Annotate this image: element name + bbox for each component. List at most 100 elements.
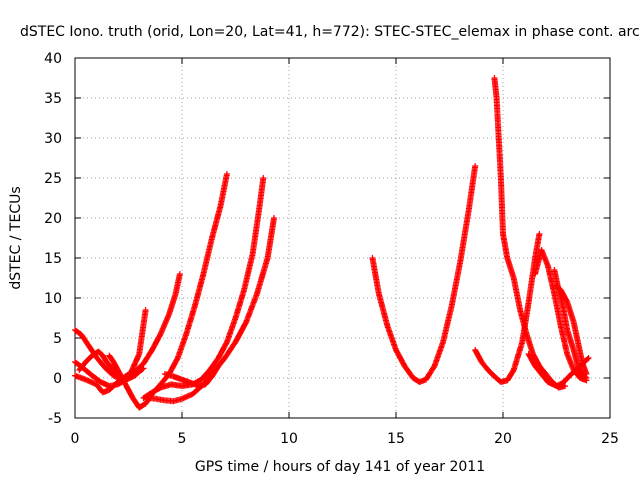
data-point-markers xyxy=(172,271,183,297)
data-point-markers xyxy=(253,256,271,297)
data-point-markers xyxy=(82,353,95,365)
data-series xyxy=(491,75,569,391)
data-point-markers xyxy=(206,356,221,373)
data-point-markers xyxy=(217,171,230,209)
data-series xyxy=(553,283,590,377)
data-point-markers xyxy=(465,163,479,213)
data-point-markers xyxy=(223,316,238,345)
data-point-markers xyxy=(393,347,407,368)
data-point-markers xyxy=(99,352,110,365)
data-point-markers xyxy=(500,231,511,260)
data-point-markers xyxy=(497,175,506,236)
data-point-markers xyxy=(570,347,581,368)
data-point-markers xyxy=(149,332,163,353)
data-point-markers xyxy=(532,231,543,261)
data-point-markers xyxy=(401,363,416,380)
data-point-markers xyxy=(579,359,590,377)
data-point-markers xyxy=(140,348,155,367)
data-point-markers xyxy=(110,359,123,376)
data-point-markers xyxy=(532,363,544,376)
data-point-markers xyxy=(557,323,570,356)
data-point-markers xyxy=(157,312,172,337)
data-series xyxy=(140,175,267,401)
data-point-markers xyxy=(72,327,84,337)
data-point-markers xyxy=(110,367,121,380)
data-point-markers xyxy=(200,236,215,277)
data-point-markers xyxy=(510,275,523,312)
data-point-markers xyxy=(457,208,472,265)
data-point-markers xyxy=(495,135,504,180)
data-point-markers xyxy=(510,340,525,373)
data-point-markers xyxy=(168,381,184,389)
data-series xyxy=(161,363,222,389)
data-point-markers xyxy=(525,351,538,368)
data-point-markers xyxy=(232,288,247,321)
data-point-markers xyxy=(491,75,500,100)
data-point-markers xyxy=(544,263,558,296)
data-point-markers xyxy=(136,365,147,375)
data-point-markers xyxy=(243,292,260,325)
data-point-markers xyxy=(202,374,215,388)
chart-title: dSTEC Iono. truth (orid, Lon=20, Lat=41,… xyxy=(20,24,640,40)
data-point-markers xyxy=(232,320,249,345)
data-point-markers xyxy=(198,368,212,383)
y-tick-label: 20 xyxy=(44,211,62,227)
data-point-markers xyxy=(183,304,198,337)
y-tick-label: 15 xyxy=(44,251,62,267)
data-point-markers xyxy=(431,340,446,369)
data-point-markers xyxy=(553,380,565,389)
y-tick-label: 0 xyxy=(53,371,62,387)
data-point-markers xyxy=(106,380,120,393)
y-axis-label: dSTEC / TECUs xyxy=(8,186,24,289)
data-point-markers xyxy=(369,255,382,296)
data-point-markers xyxy=(574,363,585,376)
y-tick-label: 10 xyxy=(44,291,62,307)
data-point-markers xyxy=(559,371,574,386)
data-series xyxy=(369,163,479,385)
data-point-markers xyxy=(80,365,95,378)
data-point-markers xyxy=(564,327,577,352)
data-point-markers xyxy=(493,95,502,140)
data-point-markers xyxy=(101,364,116,378)
data-point-markers xyxy=(89,372,103,385)
data-point-markers xyxy=(104,359,116,372)
grid xyxy=(75,58,610,418)
data-point-markers xyxy=(564,299,577,324)
data-points xyxy=(72,75,592,411)
y-tick-label: 30 xyxy=(44,131,62,147)
data-point-markers xyxy=(241,252,256,293)
data-series xyxy=(472,231,543,385)
data-point-markers xyxy=(136,401,148,411)
axis-ticks: 0 5 10 15 20 25 -5 0 5 10 15 20 25 30 35 40 xyxy=(44,51,619,447)
data-point-markers xyxy=(93,381,105,395)
data-point-markers xyxy=(76,360,88,373)
data-point-markers xyxy=(191,272,207,309)
data-point-markers xyxy=(106,352,116,364)
data-series xyxy=(76,348,121,380)
data-point-markers xyxy=(523,331,536,356)
y-tick-label: -5 xyxy=(48,411,62,427)
data-point-markers xyxy=(221,340,238,361)
x-tick-label: 25 xyxy=(601,431,619,447)
data-point-markers xyxy=(472,347,484,364)
data-point-markers xyxy=(174,332,189,361)
data-point-markers xyxy=(422,364,437,383)
data-point-markers xyxy=(538,371,551,384)
x-tick-label: 15 xyxy=(387,431,405,447)
data-point-markers xyxy=(166,292,179,317)
y-tick-label: 5 xyxy=(53,331,62,347)
data-point-markers xyxy=(208,204,224,241)
data-point-markers xyxy=(131,369,142,379)
data-point-markers xyxy=(574,339,585,364)
x-tick-label: 20 xyxy=(494,431,512,447)
data-point-markers xyxy=(517,307,530,336)
y-tick-label: 25 xyxy=(44,171,62,187)
data-point-markers xyxy=(208,363,222,380)
data-series xyxy=(551,267,590,381)
data-point-markers xyxy=(504,255,517,280)
data-point-markers xyxy=(551,291,564,328)
data-point-markers xyxy=(384,323,399,352)
data-point-markers xyxy=(215,340,230,361)
data-point-markers xyxy=(123,383,136,400)
